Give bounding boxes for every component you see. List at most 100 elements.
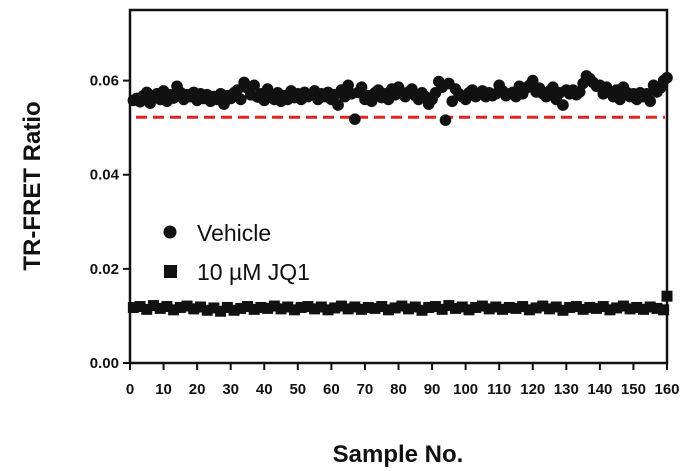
jq1-point [517, 301, 529, 313]
series-vehicle [127, 70, 673, 126]
legend-marker-vehicle [163, 225, 177, 239]
jq1-point [403, 303, 415, 315]
x-tick-label: 20 [189, 381, 206, 398]
jq1-point [651, 302, 663, 314]
vehicle-point [446, 95, 459, 108]
vehicle-point [234, 93, 247, 106]
jq1-point [228, 304, 240, 316]
jq1-point [322, 304, 334, 316]
jq1-point [570, 301, 582, 313]
jq1-point [382, 304, 394, 316]
series-jq1 [127, 290, 673, 317]
y-tick-label: 0.06 [90, 73, 119, 90]
jq1-point [497, 303, 509, 315]
jq1-point [584, 301, 596, 313]
y-tick-label: 0.00 [90, 355, 119, 372]
vehicle-point [526, 74, 539, 87]
jq1-point [396, 300, 408, 312]
jq1-point [302, 301, 314, 313]
x-tick-label: 70 [357, 381, 374, 398]
jq1-point [241, 301, 253, 313]
jq1-point [309, 303, 321, 315]
jq1-point [262, 302, 274, 314]
jq1-point [389, 302, 401, 314]
jq1-point [631, 301, 643, 313]
jq1-point [194, 301, 206, 313]
jq1-point [221, 301, 233, 313]
jq1-point [342, 303, 354, 315]
jq1-point [597, 301, 609, 313]
x-tick-label: 110 [487, 381, 511, 398]
legend-marker-jq1 [164, 265, 177, 278]
jq1-point [463, 304, 475, 316]
y-axis-title: TR-FRET Ratio [19, 101, 46, 270]
x-tick-label: 80 [390, 381, 407, 398]
vehicle-point [557, 99, 569, 111]
jq1-point [329, 302, 341, 314]
y-tick-label: 0.02 [90, 261, 119, 278]
jq1-point [409, 301, 421, 313]
axes: 0 10 20 30 40 50 60 70 80 90 100 110 120 130 140 150 160… [90, 8, 680, 398]
jq1-point [376, 301, 388, 313]
jq1-point [154, 302, 166, 314]
legend-label-jq1: 10 µM JQ1 [197, 259, 310, 285]
jq1-point [282, 301, 294, 313]
jq1-point [456, 301, 468, 313]
x-axis-title: Sample No. [333, 441, 464, 468]
jq1-point [235, 302, 247, 314]
jq1-point [530, 302, 542, 314]
vehicle-point [355, 81, 368, 93]
jq1-point [181, 300, 193, 312]
jq1-point [147, 300, 159, 312]
vehicle-point [439, 114, 452, 126]
jq1-point [215, 305, 227, 317]
vehicle-point [644, 95, 657, 108]
x-tick-label: 160 [654, 381, 679, 398]
jq1-point [564, 301, 576, 313]
jq1-point [577, 303, 589, 315]
vehicle-point [231, 84, 244, 96]
axis-titles: Sample No. TR-FRET Ratio [19, 101, 463, 468]
jq1-point [550, 301, 562, 313]
y-tick-label: 0.04 [90, 167, 120, 184]
jq1-point [416, 304, 428, 316]
jq1-point [168, 304, 180, 316]
jq1-point [315, 301, 327, 313]
jq1-point [443, 300, 455, 312]
jq1-point [295, 301, 307, 313]
x-tick-label: 30 [222, 381, 239, 398]
jq1-point [161, 301, 173, 313]
jq1-point [127, 301, 139, 313]
jq1-point [362, 301, 374, 313]
jq1-point [268, 300, 280, 312]
jq1-point [658, 304, 670, 316]
x-tick-label: 0 [126, 381, 134, 398]
jq1-point [174, 301, 186, 313]
x-tick-label: 140 [587, 381, 612, 398]
jq1-point [617, 300, 629, 312]
jq1-point [356, 303, 368, 315]
jq1-point [429, 301, 441, 313]
jq1-point [510, 302, 522, 314]
jq1-point [450, 302, 462, 314]
jq1-point [423, 301, 435, 313]
jq1-point [275, 303, 287, 315]
jq1-point [248, 303, 260, 315]
x-tick-label: 40 [256, 381, 273, 398]
x-tick-label: 150 [621, 381, 646, 398]
jq1-point [644, 301, 656, 313]
jq1-point [483, 303, 495, 315]
jq1-point [208, 302, 220, 314]
x-tick-label: 60 [323, 381, 340, 398]
jq1-point [591, 302, 603, 314]
x-tick-label: 90 [424, 381, 441, 398]
x-tick-label: 10 [155, 381, 172, 398]
jq1-point [604, 304, 616, 316]
jq1-point [188, 303, 200, 315]
jq1-point [335, 300, 347, 312]
jq1-point [470, 301, 482, 313]
jq1-point [201, 304, 213, 316]
jq1-point [490, 301, 502, 313]
vehicle-point [349, 113, 361, 125]
